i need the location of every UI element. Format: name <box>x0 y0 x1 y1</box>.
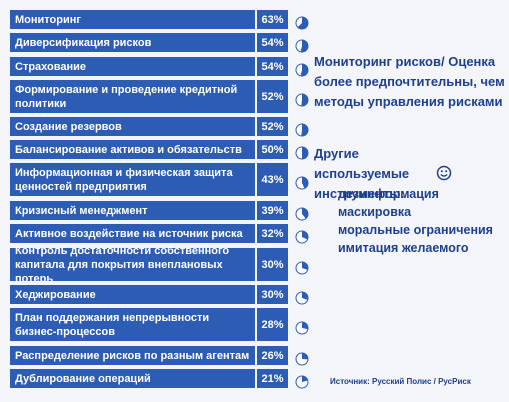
row-label: Активное воздействие на источник риска <box>10 224 255 243</box>
row-label: Создание резервов <box>10 117 255 136</box>
row-label: Контроль достаточности собственного капи… <box>10 245 255 285</box>
tool-item: имитация желаемого <box>338 241 469 255</box>
pie-slice <box>302 207 308 219</box>
pie-slice <box>300 39 308 52</box>
row-label: Диверсификация рисков <box>10 33 255 52</box>
row-label: План поддержания непрерывности бизнес-пр… <box>10 308 255 341</box>
pie-icon <box>295 16 309 29</box>
pie-slice <box>302 176 308 188</box>
tool-item: дезинформация <box>338 187 439 201</box>
heading: Мониторинг рисков/ Оценка более предпочт… <box>314 54 505 109</box>
row-label: Распределение рисков по разным агентам <box>10 346 255 365</box>
value-label: 30% <box>257 248 288 281</box>
value-label: 32% <box>257 224 288 243</box>
pie-icon <box>295 123 309 136</box>
value-label: 54% <box>257 57 288 76</box>
pie-icon <box>295 93 309 106</box>
value-label: 26% <box>257 346 288 365</box>
pie-slice <box>302 375 308 382</box>
pie-slice <box>301 123 308 136</box>
row-label: Балансирование активов и обязательств <box>10 140 255 159</box>
value-label: 30% <box>257 285 288 304</box>
value-label: 43% <box>257 163 288 196</box>
value-label: 52% <box>257 80 288 113</box>
pie-slice <box>302 352 308 359</box>
subheading: Другие используемые инструменты: <box>314 146 410 201</box>
pie-icon <box>295 291 309 304</box>
pie-slice <box>302 230 308 240</box>
pie-icon <box>295 261 309 274</box>
smiley-icon <box>436 165 452 181</box>
tool-list: дезинформация маскировка моральные огранич… <box>338 185 493 257</box>
pie-icon <box>295 39 309 52</box>
pie-icon <box>295 176 309 189</box>
row-label: Дублирование операций <box>10 369 255 388</box>
pie-icon <box>295 230 309 243</box>
source: Источник: Русский Полис / РусРиск <box>330 377 471 386</box>
row-label: Кризисный менеджмент <box>10 201 255 220</box>
pie-icon <box>295 352 309 365</box>
pie-icon <box>295 375 309 388</box>
pie-slice <box>302 261 308 270</box>
value-label: 39% <box>257 201 288 220</box>
pie-icon <box>295 207 309 220</box>
value-label: 63% <box>257 10 288 29</box>
row-label: Информационная и физическая защита ценно… <box>10 163 255 196</box>
pie-slice <box>302 146 308 159</box>
tool-item: моральные ограничения <box>338 223 493 237</box>
pie-slice <box>301 93 308 106</box>
pie-slice <box>297 16 308 29</box>
pie-icon <box>295 63 309 76</box>
value-label: 21% <box>257 369 288 388</box>
value-label: 54% <box>257 33 288 52</box>
pie-slice <box>302 291 308 300</box>
pie-slice <box>300 63 308 76</box>
row-label: Мониторинг <box>10 10 255 29</box>
row-label: Страхование <box>10 57 255 76</box>
pie-icon <box>295 321 309 334</box>
row-label: Формирование и проведение кредитной поли… <box>10 80 255 113</box>
value-label: 50% <box>257 140 288 159</box>
tool-item: маскировка <box>338 205 412 219</box>
value-label: 52% <box>257 117 288 136</box>
value-label: 28% <box>257 308 288 341</box>
pie-slice <box>302 321 308 329</box>
pie-icon <box>295 146 309 159</box>
row-label: Хеджирование <box>10 285 255 304</box>
